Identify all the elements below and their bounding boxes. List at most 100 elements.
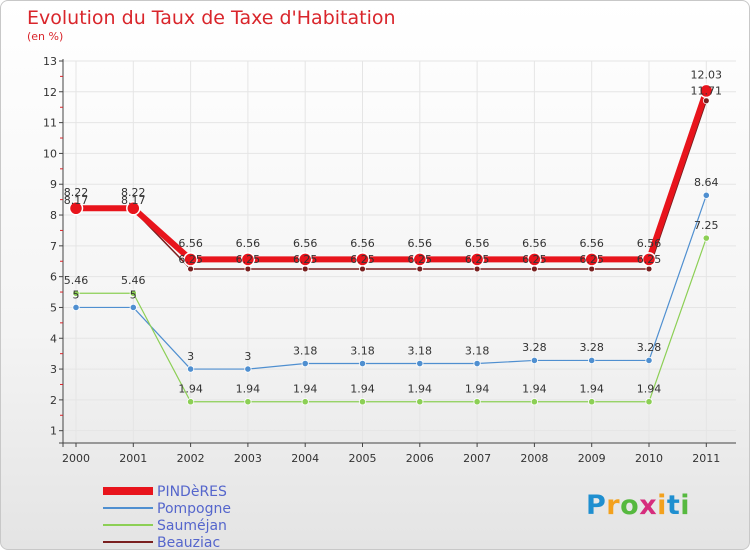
data-label: 6.56 bbox=[236, 237, 261, 250]
data-label: 5.46 bbox=[64, 274, 89, 287]
logo-letter: i bbox=[657, 490, 667, 521]
data-label: 6.25 bbox=[350, 253, 375, 266]
y-tick-label: 11 bbox=[43, 117, 57, 130]
data-label: 3.28 bbox=[579, 341, 604, 354]
data-point bbox=[702, 234, 710, 242]
data-label: 3.28 bbox=[637, 341, 662, 354]
y-tick-label: 13 bbox=[43, 55, 57, 68]
data-point bbox=[416, 359, 424, 368]
y-tick-label: 5 bbox=[50, 301, 57, 314]
data-point bbox=[244, 398, 252, 406]
proxiti-logo[interactable]: Proxiti bbox=[586, 490, 690, 521]
data-point bbox=[645, 398, 653, 406]
data-label: 7.25 bbox=[694, 219, 719, 232]
legend-swatch bbox=[103, 524, 153, 526]
data-label: 3 bbox=[244, 350, 251, 363]
x-tick-label: 2011 bbox=[692, 452, 720, 465]
x-tick-label: 2006 bbox=[406, 452, 434, 465]
legend-swatch bbox=[103, 507, 153, 509]
data-label: 1.94 bbox=[465, 383, 490, 396]
y-tick-label: 12 bbox=[43, 86, 57, 99]
y-tick-label: 10 bbox=[43, 147, 57, 160]
data-label: 12.03 bbox=[691, 68, 723, 81]
data-point bbox=[588, 398, 596, 406]
x-tick-label: 2004 bbox=[291, 452, 319, 465]
x-tick-label: 2003 bbox=[234, 452, 262, 465]
data-point bbox=[641, 252, 657, 267]
data-label: 1.94 bbox=[236, 383, 261, 396]
data-label: 6.25 bbox=[465, 253, 490, 266]
y-tick-label: 3 bbox=[50, 363, 57, 376]
legend-label: Sauméjan bbox=[157, 518, 227, 534]
data-label: 6.56 bbox=[350, 237, 375, 250]
legend-swatch bbox=[103, 541, 153, 543]
data-label: 6.25 bbox=[178, 253, 203, 266]
data-point bbox=[530, 398, 539, 406]
data-point bbox=[530, 356, 539, 365]
data-point bbox=[416, 265, 424, 273]
data-label: 8.17 bbox=[121, 194, 146, 207]
y-tick-label: 6 bbox=[50, 271, 57, 284]
data-point bbox=[699, 83, 714, 99]
data-label: 6.25 bbox=[522, 253, 547, 266]
data-point bbox=[301, 265, 309, 273]
data-point bbox=[358, 398, 367, 406]
data-point bbox=[358, 359, 367, 368]
data-label: 8.17 bbox=[64, 194, 89, 207]
data-point bbox=[588, 265, 596, 273]
data-label: 3.18 bbox=[293, 344, 318, 357]
data-point bbox=[412, 252, 428, 267]
data-label: 8.22 bbox=[64, 186, 89, 199]
logo-letter: t bbox=[666, 490, 681, 521]
chart-subtitle: (en %) bbox=[27, 30, 64, 43]
data-label: 8.22 bbox=[121, 186, 146, 199]
data-label: 6.25 bbox=[236, 253, 261, 266]
data-label: 6.25 bbox=[579, 253, 604, 266]
data-label: 6.56 bbox=[178, 237, 203, 250]
data-point bbox=[68, 201, 84, 216]
data-label: 6.56 bbox=[465, 237, 490, 250]
y-tick-label: 4 bbox=[50, 332, 57, 345]
legend-label: PINDèRES bbox=[157, 484, 227, 500]
data-label: 3 bbox=[187, 350, 194, 363]
data-label: 6.56 bbox=[408, 237, 433, 250]
data-label: 3.18 bbox=[350, 344, 375, 357]
y-tick-label: 9 bbox=[50, 178, 57, 191]
legend-swatch bbox=[103, 487, 153, 495]
logo-letter: o bbox=[620, 490, 640, 521]
data-label: 6.56 bbox=[637, 237, 662, 250]
data-point bbox=[183, 252, 198, 267]
data-point bbox=[416, 398, 424, 406]
data-point bbox=[584, 252, 599, 267]
x-tick-label: 2009 bbox=[578, 452, 606, 465]
data-point bbox=[473, 265, 481, 273]
data-label: 5 bbox=[73, 288, 80, 301]
data-point bbox=[240, 252, 256, 267]
data-point bbox=[359, 265, 366, 273]
data-label: 6.56 bbox=[293, 237, 318, 250]
data-point bbox=[473, 398, 481, 406]
data-point bbox=[473, 359, 481, 368]
x-tick-label: 2002 bbox=[177, 452, 205, 465]
data-label: 3.18 bbox=[465, 344, 490, 357]
y-tick-label: 1 bbox=[50, 425, 57, 438]
data-point bbox=[129, 289, 137, 297]
data-label: 6.25 bbox=[408, 253, 433, 266]
data-label: 1.94 bbox=[579, 383, 604, 396]
data-label: 6.56 bbox=[579, 237, 604, 250]
data-point bbox=[527, 252, 542, 267]
data-point bbox=[531, 265, 538, 273]
data-label: 6.25 bbox=[293, 253, 318, 266]
logo-letter: P bbox=[586, 490, 607, 521]
x-tick-label: 2001 bbox=[119, 452, 147, 465]
y-tick-label: 2 bbox=[50, 394, 57, 407]
data-point bbox=[187, 398, 195, 406]
data-label: 1.94 bbox=[408, 383, 433, 396]
series-line-beauziac bbox=[75, 99, 708, 270]
data-label: 1.94 bbox=[293, 383, 318, 396]
chart-title: Evolution du Taux de Taxe d'Habitation bbox=[27, 7, 396, 29]
series-line-pompogne bbox=[75, 194, 707, 370]
data-point bbox=[301, 359, 309, 368]
data-label: 1.94 bbox=[350, 383, 375, 396]
